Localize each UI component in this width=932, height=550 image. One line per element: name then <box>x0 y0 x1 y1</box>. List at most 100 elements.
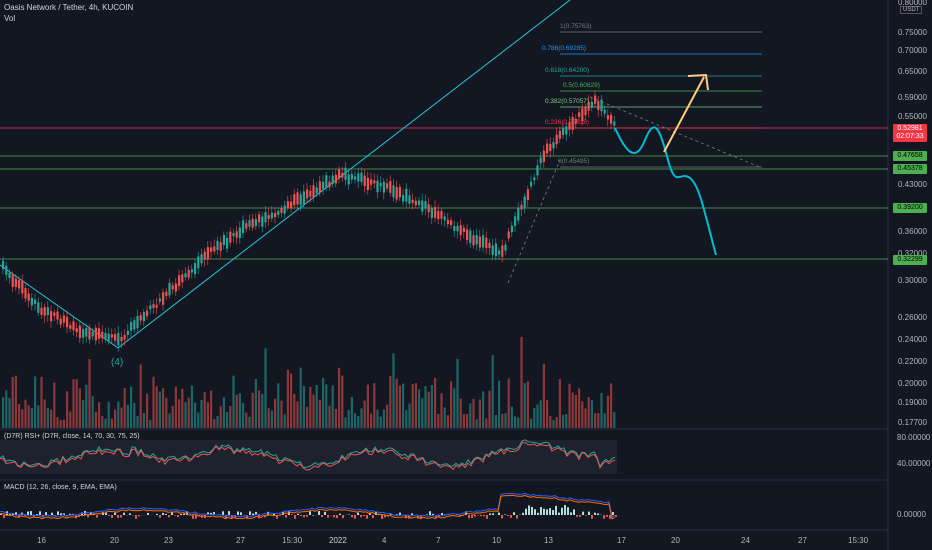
candle <box>613 121 616 126</box>
macd-histogram-bar <box>252 513 254 515</box>
macd-histogram-bar <box>33 515 35 517</box>
volume-bar <box>290 373 293 428</box>
volume-bar <box>171 405 174 428</box>
macd-histogram-bar <box>366 515 368 519</box>
macd-histogram-bar <box>354 515 356 519</box>
candle <box>434 206 437 218</box>
volume-bar <box>27 405 30 428</box>
candle <box>78 325 81 339</box>
volume-bar <box>408 403 411 428</box>
macd-histogram-bar <box>168 515 170 518</box>
candle <box>379 183 382 187</box>
candle <box>110 334 113 338</box>
volume-bar <box>542 363 545 428</box>
rsi-signal-line <box>0 442 616 471</box>
volume-bar <box>430 385 433 428</box>
macd-histogram-bar <box>540 507 542 515</box>
candle <box>357 173 360 182</box>
macd-title[interactable]: MACD (12, 26, close, 9, EMA, EMA) <box>4 484 117 491</box>
candle <box>286 201 289 209</box>
candle <box>152 304 155 309</box>
volume-bar <box>552 419 555 428</box>
price-axis-label: 0.70000 <box>898 46 927 55</box>
macd-histogram-bar <box>534 509 536 515</box>
candle <box>27 293 30 301</box>
macd-histogram-bar <box>294 515 296 519</box>
volume-bar <box>136 416 139 428</box>
candle <box>558 130 561 139</box>
candle <box>133 320 136 330</box>
volume-bar <box>72 379 75 428</box>
currency-label[interactable]: USDT <box>900 6 923 14</box>
macd-histogram-bar <box>516 515 518 519</box>
volume-bar <box>494 415 497 428</box>
volume-bar <box>280 400 283 428</box>
macd-histogram-bar <box>408 515 410 519</box>
volume-bar <box>450 381 453 428</box>
macd-histogram-bar <box>234 515 236 519</box>
time-axis-label: 27 <box>798 536 807 545</box>
candle <box>254 219 257 227</box>
candle <box>85 328 88 337</box>
volume-bar <box>107 401 110 428</box>
volume-bar <box>11 376 14 428</box>
target-arrow-head <box>687 73 709 91</box>
macd-histogram-bar <box>39 511 41 515</box>
candle <box>510 225 513 233</box>
fib-level-label: 0.5(0.60629) <box>563 82 600 89</box>
volume-bar <box>424 386 427 428</box>
candle <box>162 292 165 305</box>
macd-histogram-bar <box>498 512 500 515</box>
volume-bar <box>517 417 520 428</box>
candle <box>363 175 366 187</box>
volume-bar <box>504 413 507 428</box>
candle <box>382 181 385 193</box>
price-badge: 0.32299 <box>893 255 927 265</box>
macd-histogram-bar <box>471 515 473 518</box>
volume-bar <box>328 405 331 428</box>
volume-bar <box>498 380 501 428</box>
volume-bar <box>514 416 517 428</box>
macd-histogram-bar <box>69 513 71 515</box>
volume-bar <box>184 402 187 428</box>
macd-histogram-bar <box>240 512 242 515</box>
candle <box>302 191 305 205</box>
candle <box>571 116 574 130</box>
candle <box>171 285 174 290</box>
volume-bar <box>30 408 33 428</box>
macd-histogram-bar <box>564 505 566 515</box>
rsi-band <box>0 440 617 474</box>
candle <box>75 328 78 333</box>
macd-histogram-bar <box>486 515 488 519</box>
macd-histogram-bar <box>537 512 539 515</box>
symbol-title[interactable]: Oasis Network / Tether, 4h, KUCOIN <box>4 3 134 12</box>
rsi-title[interactable]: (D7R) RSI+ (D7R, close, 14, 70, 30, 75, … <box>4 433 140 440</box>
volume-bar <box>533 407 536 428</box>
macd-histogram-bar <box>522 512 524 515</box>
candle <box>354 176 357 180</box>
volume-bar <box>146 393 149 428</box>
price-axis-label: 0.59000 <box>898 93 927 102</box>
volume-bar <box>584 408 587 428</box>
candle <box>584 106 587 116</box>
volume-bar <box>158 391 161 428</box>
candle <box>312 185 315 197</box>
volume-bar <box>325 384 328 428</box>
macd-histogram-bar <box>531 506 533 515</box>
candle <box>475 235 478 245</box>
macd-histogram-bar <box>297 513 299 515</box>
fib-level-label: 0.618(0.64200) <box>545 67 590 74</box>
macd-signal-line <box>0 494 616 520</box>
macd-histogram-bar <box>291 514 293 515</box>
volume-bar <box>50 409 53 428</box>
macd-histogram-bar <box>45 512 47 515</box>
macd-histogram-bar <box>231 515 233 519</box>
price-axis-label: 0.30000 <box>898 276 927 285</box>
volume-bar <box>373 383 376 428</box>
candle <box>178 275 181 286</box>
candle <box>549 143 552 152</box>
macd-histogram-bar <box>336 515 338 519</box>
macd-histogram-bar <box>438 515 440 517</box>
volume-bar <box>299 367 302 428</box>
